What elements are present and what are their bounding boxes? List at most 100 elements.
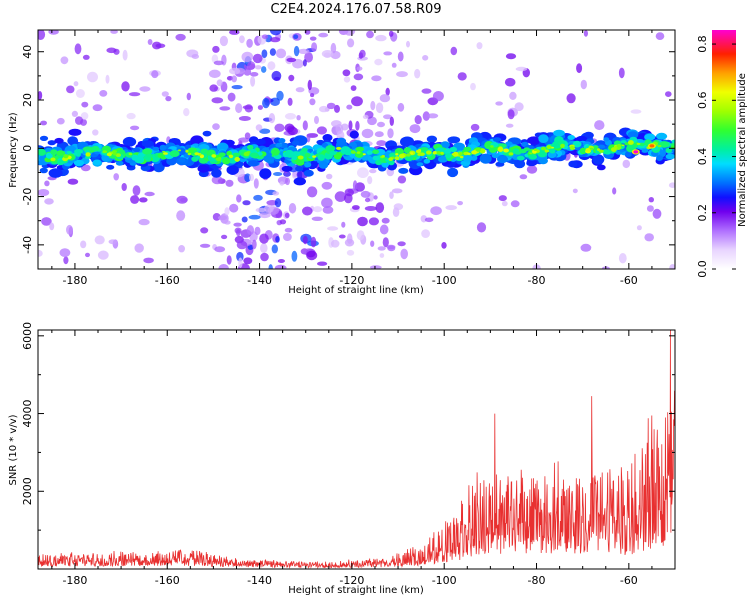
spectrogram-noise-blob <box>262 97 270 109</box>
spectrogram-noise-blob <box>391 188 403 194</box>
spectrogram-band-blob <box>572 140 582 148</box>
x-tick-label: -80 <box>528 274 546 287</box>
spectrogram-band-blob <box>505 141 513 147</box>
spectrogram-noise-blob <box>218 264 229 269</box>
spectrogram-noise-blob <box>618 67 625 79</box>
spectrogram-band-blob <box>596 164 606 171</box>
spectrogram-noise-blob <box>397 102 405 112</box>
spectrogram-noise-blob <box>233 222 242 227</box>
spectrogram-noise-blob <box>340 123 349 131</box>
spectrogram-noise-blob <box>334 104 340 113</box>
spectrogram-noise-blob <box>41 217 52 226</box>
spectrogram-band-blob <box>356 151 361 154</box>
spectrogram-noise-blob <box>379 94 391 103</box>
spectrogram-noise-blob <box>126 112 136 120</box>
snr-x-axis-label: Height of straight line (km) <box>288 585 424 596</box>
spectrogram-band-blob <box>63 154 69 159</box>
colorbar-tick-label: 0.4 <box>696 148 709 166</box>
x-tick-label: -60 <box>620 274 638 287</box>
spectrogram-noise-blob <box>113 173 119 181</box>
spectrogram-noise-blob <box>259 128 271 134</box>
spectrogram-band-blob <box>625 151 632 158</box>
spectrogram-noise-blob <box>432 91 444 102</box>
spectrogram-band-blob <box>593 145 599 149</box>
spectrogram-noise-blob <box>183 108 190 117</box>
spectrogram-noise-blob <box>251 239 257 250</box>
spectrogram-noise-blob <box>269 37 281 43</box>
spectrogram-noise-blob <box>110 30 118 34</box>
spectrogram-band-blob <box>234 156 240 162</box>
spectrogram-noise-blob <box>323 52 331 58</box>
spectrogram-band-blob <box>259 168 272 179</box>
spectrogram-noise-blob <box>359 49 366 58</box>
spectrogram-noise-blob <box>248 214 261 220</box>
spectrogram-band-blob <box>106 152 112 157</box>
spectrogram-band-blob <box>447 167 459 178</box>
spectrogram-noise-blob <box>317 261 328 266</box>
spectrogram-noise-blob <box>212 45 220 53</box>
spectrogram-band-blob <box>538 134 549 144</box>
spectrogram-noise-blob <box>151 70 159 79</box>
spectrogram-noise-blob <box>362 114 369 120</box>
spectrogram-band-blob <box>303 169 314 177</box>
spectrogram-noise-blob <box>244 132 251 140</box>
y-tick-label: 20 <box>21 93 34 107</box>
spectrogram-band-blob <box>233 152 241 157</box>
spectrogram-band-blob <box>159 144 167 151</box>
spectrogram-band-blob <box>475 147 481 152</box>
spectrogram-noise-blob <box>476 42 483 50</box>
spectrogram-noise-blob <box>375 34 387 42</box>
spectrogram-y-ticks: -40 -20 0 20 40 <box>21 45 675 270</box>
spectrogram-noise-blob <box>580 79 587 90</box>
spectrogram-noise-blob <box>655 32 665 40</box>
spectrogram-noise-blob <box>346 233 353 244</box>
spectrogram-band-blob <box>202 130 212 137</box>
spectrogram-noise-blob <box>519 174 528 180</box>
spectrogram-noise-blob <box>274 264 287 269</box>
spectrogram-band-blob <box>405 155 414 161</box>
spectrogram-noise-blob <box>646 205 654 212</box>
spectrogram-band-blob <box>603 137 610 142</box>
spectrogram-band-blob <box>520 148 527 154</box>
spectrogram-noise-blob <box>400 248 409 260</box>
spectrogram-noise-blob <box>285 177 290 186</box>
spectrogram-noise-blob <box>644 233 654 242</box>
spectrogram-noise-blob <box>144 191 155 197</box>
spectrogram-noise-blob <box>236 194 242 203</box>
spectrogram-noise-blob <box>275 48 287 59</box>
spectrogram-noise-blob <box>526 165 538 174</box>
spectrogram-band-blob <box>128 152 133 156</box>
spectrogram-noise-blob <box>298 48 310 55</box>
spectrogram-band-blob <box>291 140 300 146</box>
spectrogram-band-blob <box>187 152 192 156</box>
spectrogram-band-blob <box>295 166 304 172</box>
spectrogram-marks <box>38 30 675 269</box>
spectrogram-noise-blob <box>441 242 447 249</box>
spectrogram-noise-blob <box>44 180 50 187</box>
spectrogram-band-blob <box>316 139 325 145</box>
x-tick-label: -100 <box>432 274 457 287</box>
spectrogram-noise-blob <box>212 123 220 130</box>
spectrogram-noise-blob <box>501 200 508 207</box>
spectrogram-noise-blob <box>636 225 642 231</box>
spectrogram-band-blob <box>497 155 508 164</box>
spectrogram-band-blob <box>85 152 91 157</box>
spectrogram-noise-blob <box>383 114 392 120</box>
spectrogram-noise-blob <box>191 54 199 59</box>
y-tick-label: 40 <box>21 45 34 59</box>
spectrogram-noise-blob <box>304 52 313 63</box>
snr-x-ticks: -180 -160 -140 -120 -100 -80 -60 <box>51 330 676 587</box>
spectrogram-noise-blob <box>85 252 90 258</box>
spectrogram-band-blob <box>538 157 548 165</box>
spectrogram-noise-blob <box>327 226 339 231</box>
spectrogram-noise-blob <box>216 79 223 87</box>
spectrogram-noise-blob <box>668 182 675 188</box>
spectrogram-noise-blob <box>277 259 285 263</box>
spectrogram-band-blob <box>444 148 451 155</box>
spectrogram-band-blob <box>304 162 312 168</box>
spectrogram-noise-blob <box>580 243 592 252</box>
x-tick-label: -160 <box>155 574 180 587</box>
spectrogram-band-blob <box>528 154 538 160</box>
spectrogram-noise-blob <box>128 92 141 97</box>
spectrogram-band-blob <box>178 157 186 163</box>
